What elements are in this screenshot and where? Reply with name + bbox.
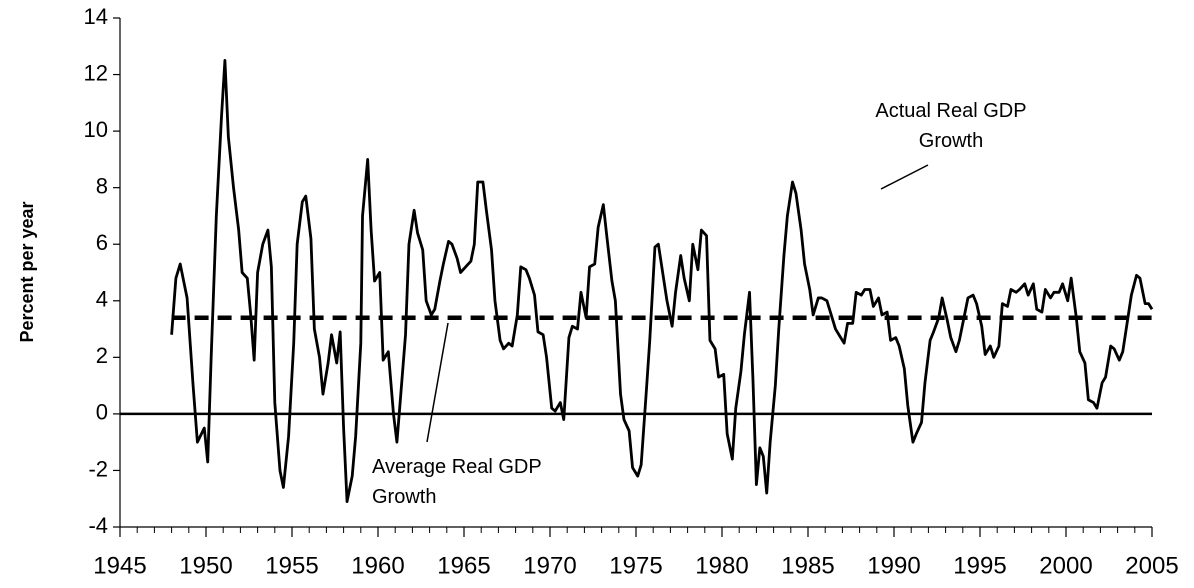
x-tick-label: 2005: [1125, 552, 1178, 579]
annotation-average: Average Real GDP Growth: [372, 456, 542, 508]
x-tick-label: 1975: [609, 552, 662, 579]
y-tick-label: 0: [96, 400, 108, 425]
x-tick-label: 1955: [265, 552, 318, 579]
x-tick-label: 1965: [437, 552, 490, 579]
annotation-actual: Actual Real GDP Growth: [875, 100, 1027, 152]
annotation-leader: [880, 164, 929, 190]
x-tick-label: 1985: [781, 552, 834, 579]
series-line: [170, 59, 1154, 503]
x-tick-label: 1970: [523, 552, 576, 579]
y-tick-label: 6: [96, 230, 108, 255]
y-tick-label: 4: [96, 287, 108, 312]
y-tick-label: 8: [96, 173, 108, 198]
y-tick-label: 10: [84, 117, 108, 142]
y-axis-label: Percent per year: [17, 201, 37, 342]
x-tick-label: 1960: [351, 552, 404, 579]
y-tick-label: 2: [96, 343, 108, 368]
x-tick-label: 1990: [867, 552, 920, 579]
x-tick-label: 1950: [179, 552, 232, 579]
x-tick-label: 1945: [93, 552, 146, 579]
y-tick-label: -2: [88, 456, 108, 481]
y-tick-label: -4: [88, 513, 108, 538]
x-tick-label: 1995: [953, 552, 1006, 579]
x-tick-label: 1980: [695, 552, 748, 579]
x-tick-label: 2000: [1039, 552, 1092, 579]
y-tick-label: 12: [84, 60, 108, 85]
annotation-leader: [426, 322, 449, 443]
y-tick-label: 14: [84, 4, 108, 29]
